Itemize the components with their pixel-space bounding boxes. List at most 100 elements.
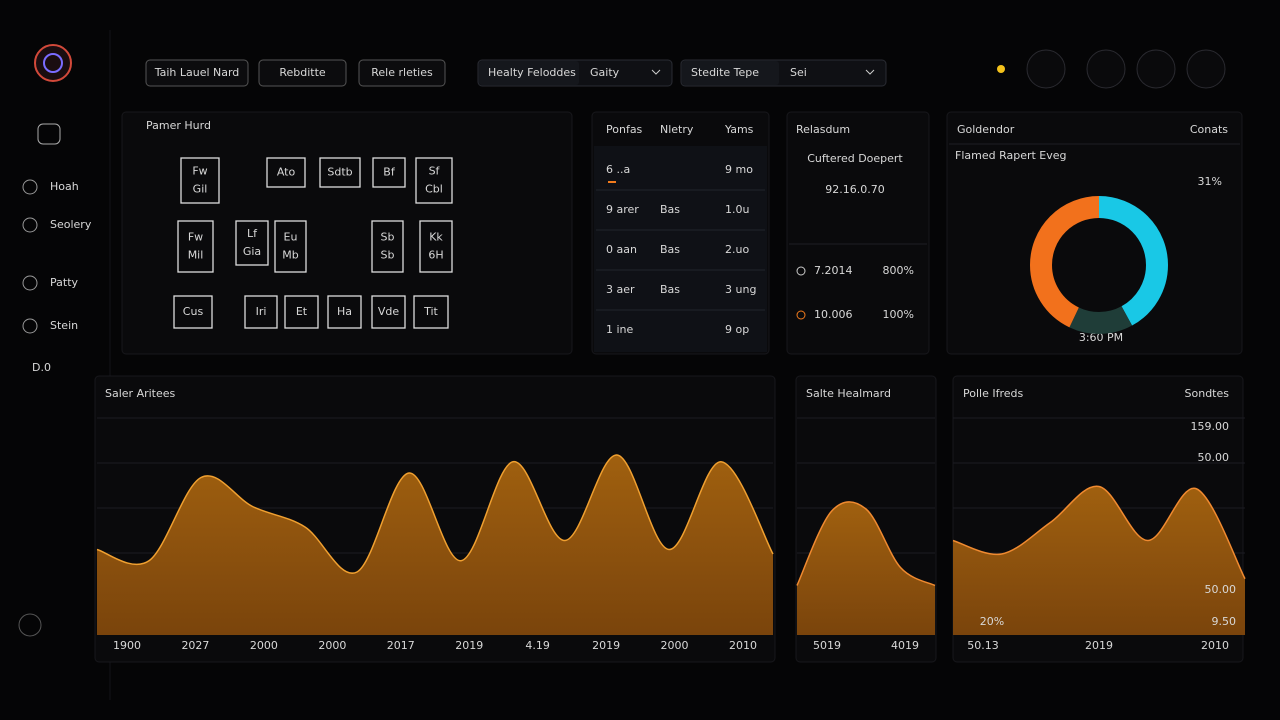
nav-item: Seolery [50, 218, 92, 231]
cell-label: Eu [284, 231, 298, 244]
table-body [594, 146, 767, 352]
nav-item: Patty [50, 276, 79, 289]
cell-label: Tit [423, 305, 438, 318]
table-header: Yams [724, 123, 754, 136]
select-label-bg [479, 61, 579, 85]
panel-title: Pamer Hurd [146, 119, 211, 132]
table-cell: Bas [660, 283, 680, 296]
grid-cell[interactable] [266, 157, 306, 188]
cell-label: Cus [183, 305, 204, 318]
panel [946, 111, 1243, 355]
table-cell: 3 ung [725, 283, 756, 296]
status-dot [997, 65, 1005, 73]
x-tick-label: 2019 [592, 639, 620, 652]
nav-icon[interactable] [22, 217, 38, 233]
grid-cell[interactable] [415, 157, 453, 204]
stat-subtitle: Cuftered Doepert [807, 152, 903, 165]
table-header: Nletry [660, 123, 694, 136]
cell-label: 6H [428, 249, 443, 262]
cell-label: Iri [256, 305, 267, 318]
nav-item: D.0 [32, 361, 51, 374]
grid-cell[interactable] [371, 220, 404, 273]
cell-label: Kk [429, 231, 443, 244]
icon-button[interactable] [1086, 49, 1126, 89]
grid-cell[interactable] [173, 295, 213, 329]
table-cell: 2.uo [725, 243, 749, 256]
grid-cell[interactable] [419, 220, 453, 273]
cell-label: Sf [429, 165, 441, 178]
area [797, 501, 935, 635]
select-value: Sei [790, 66, 807, 79]
grid-cell[interactable] [274, 220, 307, 273]
chevron [865, 69, 875, 75]
grid-cell[interactable] [244, 295, 278, 329]
toolbar-button[interactable] [358, 59, 446, 87]
button-label: Rebditte [279, 66, 326, 79]
table-header: Ponfas [606, 123, 643, 136]
button-label: Taih Lauel Nard [154, 66, 240, 79]
table-cell: 1.0u [725, 203, 749, 216]
chart-title: Goldendor [957, 123, 1015, 136]
toolbar-button[interactable] [145, 59, 249, 87]
nav-icon[interactable] [22, 275, 38, 291]
area-line [96, 454, 774, 574]
cell-label: Ha [337, 305, 352, 318]
x-tick-label: 2000 [250, 639, 278, 652]
grid-cell[interactable] [284, 295, 319, 329]
stat-row-value: 100% [883, 308, 914, 321]
chart-annotation: 9.50 [1212, 615, 1237, 628]
nav-item: Stein [50, 319, 78, 332]
x-tick-label: 2019 [1085, 639, 1113, 652]
grid-cell[interactable] [372, 157, 406, 188]
table-cell: 9 mo [725, 163, 753, 176]
chart-annotation: 159.00 [1191, 420, 1230, 433]
icon-button[interactable] [1186, 49, 1226, 89]
chart-subtitle: Flamed Rapert Eveg [955, 149, 1067, 162]
toolbar-button[interactable] [258, 59, 347, 87]
button-label: Rele rleties [371, 66, 433, 79]
x-tick-label: 1900 [113, 639, 141, 652]
area [953, 486, 1245, 635]
panel [786, 111, 930, 355]
grid-cell[interactable] [327, 295, 362, 329]
cell-label: Bf [383, 166, 396, 179]
grid-cell[interactable] [177, 220, 214, 273]
cell-label: Mil [188, 249, 204, 262]
chart-corner-label: Conats [1190, 123, 1228, 136]
x-tick-label: 5019 [813, 639, 841, 652]
cell-label: Mb [282, 249, 298, 262]
grid-cell[interactable] [235, 220, 269, 266]
logo-inner [43, 53, 63, 73]
chart-title: Polle Ifreds [963, 387, 1023, 400]
chart-title: Saler Aritees [105, 387, 176, 400]
nav-icon[interactable] [37, 123, 61, 145]
area [97, 454, 773, 635]
table-cell: Bas [660, 203, 680, 216]
cell-label: Ato [277, 166, 296, 179]
nav-icon[interactable] [22, 318, 38, 334]
row-icon [796, 266, 806, 276]
stat-row-label: 10.006 [814, 308, 853, 321]
nav-icon[interactable] [22, 179, 38, 195]
x-tick-label: 2017 [387, 639, 415, 652]
logo[interactable] [34, 44, 72, 82]
grid-cell[interactable] [319, 157, 361, 188]
cell-label: Sdtb [327, 166, 352, 179]
icon-button[interactable] [1136, 49, 1176, 89]
grid-cell[interactable] [180, 157, 220, 204]
grid-cell[interactable] [413, 295, 449, 329]
settings-icon[interactable] [18, 613, 42, 637]
panel [121, 111, 573, 355]
chart-annotation: 20% [980, 615, 1004, 628]
table-cell: 6 ..a [606, 163, 630, 176]
cell-label: Vde [378, 305, 400, 318]
cell-label: Et [296, 305, 308, 318]
donut-segment [1030, 196, 1168, 334]
cell-label: Gia [243, 245, 261, 258]
icon-button[interactable] [1026, 49, 1066, 89]
x-tick-label: 2027 [181, 639, 209, 652]
nav-item: Hoah [50, 180, 79, 193]
grid-cell[interactable] [371, 295, 406, 329]
table-cell: 0 aan [606, 243, 637, 256]
